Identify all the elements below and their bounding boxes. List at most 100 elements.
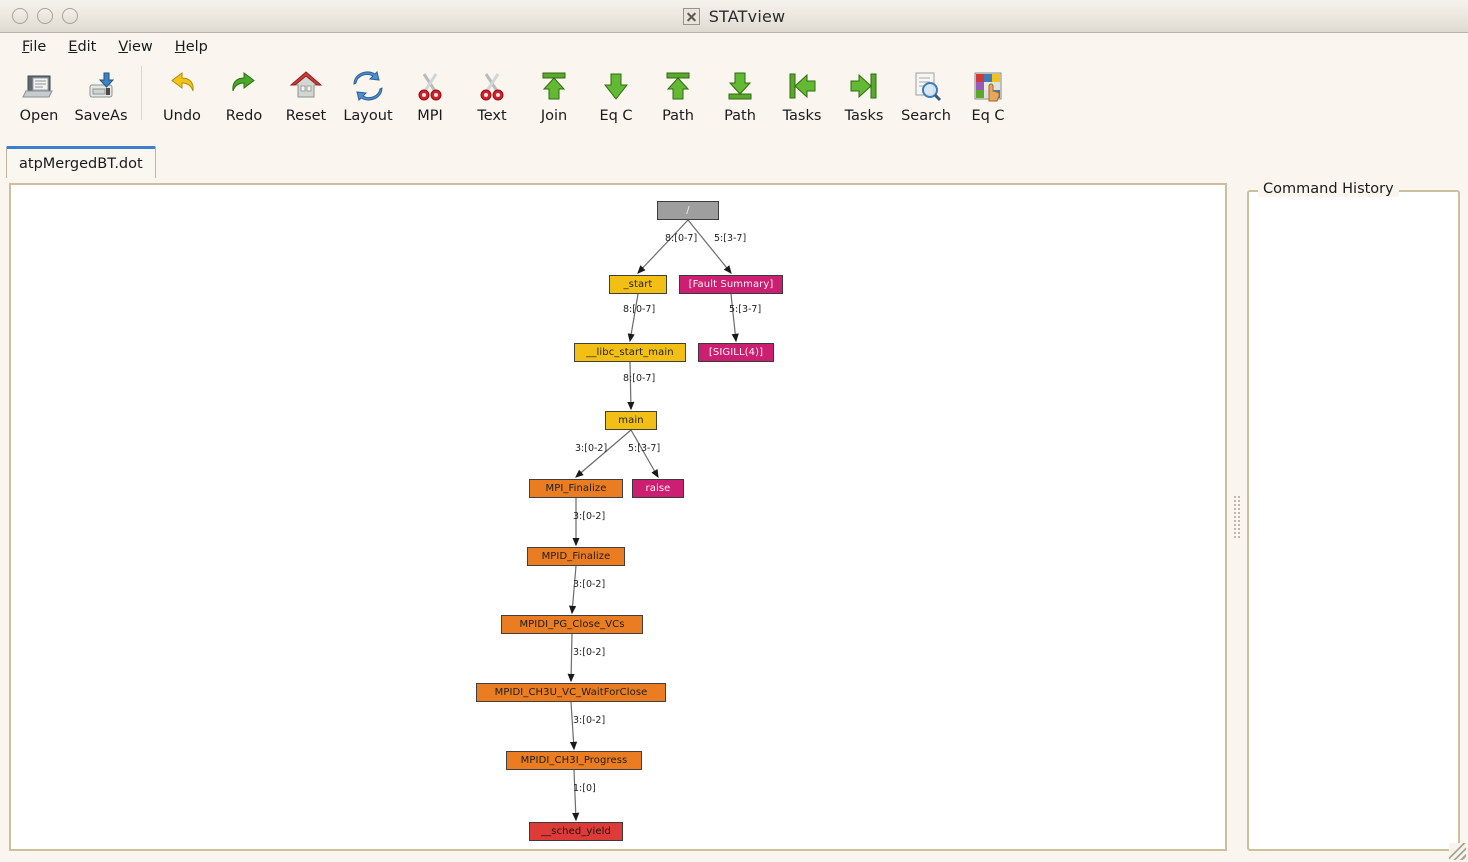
graph-edge-label-libc-to-main: 8:[0-7] xyxy=(623,373,656,384)
toolbar-button-tasks-12[interactable]: Tasks xyxy=(771,60,833,134)
x-window-logo-icon xyxy=(682,8,700,25)
toolbar-button-label: Path xyxy=(662,108,694,124)
menu-view-mnemonic: V xyxy=(118,38,128,55)
scissors-icon xyxy=(475,66,509,106)
toolbar-button-saveas-1[interactable]: SaveAs xyxy=(70,60,132,134)
menu-edit-rest: dit xyxy=(77,38,97,55)
toolbar-button-label: SaveAs xyxy=(74,108,128,124)
toolbar-button-search-14[interactable]: Search xyxy=(895,60,957,134)
command-history-panel[interactable] xyxy=(1247,190,1460,851)
panel-splitter[interactable] xyxy=(1229,183,1245,851)
toolbar-button-label: Open xyxy=(19,108,59,124)
graph-edge-label-root-to-fault: 5:[3-7] xyxy=(714,233,747,244)
graph-node-progress[interactable]: MPIDI_CH3I_Progress xyxy=(506,751,642,770)
graph-node-mpidfin[interactable]: MPID_Finalize xyxy=(527,547,625,566)
toolbar-button-eq-c-15[interactable]: Eq C xyxy=(957,60,1019,134)
graph-node-waitclose[interactable]: MPIDI_CH3U_VC_WaitForClose xyxy=(476,683,666,702)
refresh-cycle-icon xyxy=(351,66,385,106)
graph-edge-root-to-fault xyxy=(687,219,732,274)
graph-node-start[interactable]: _start xyxy=(609,275,667,294)
graph-edge-label-mpifin-to-mpidfin: 3:[0-2] xyxy=(573,511,606,522)
toolbar-button-join-8[interactable]: Join xyxy=(523,60,585,134)
toolbar-button-layout-5[interactable]: Layout xyxy=(337,60,399,134)
open-folder-icon xyxy=(22,66,56,106)
graph-node-mpifin[interactable]: MPI_Finalize xyxy=(529,479,623,498)
menu-edit[interactable]: Edit xyxy=(57,37,107,57)
menu-edit-mnemonic: E xyxy=(68,38,78,55)
graph-node-main[interactable]: main xyxy=(605,411,657,430)
arrow-up-to-bar-icon xyxy=(661,66,695,106)
toolbar-button-open-0[interactable]: Open xyxy=(8,60,70,134)
toolbar-button-redo-3[interactable]: Redo xyxy=(213,60,275,134)
window-titlebar: STATview xyxy=(0,0,1468,33)
toolbar-button-mpi-6[interactable]: MPI xyxy=(399,60,461,134)
graph-edge-label-main-to-mpifin: 3:[0-2] xyxy=(575,443,608,454)
graph-edge-label-mpidfin-to-pgclose: 3:[0-2] xyxy=(573,579,606,590)
toolbar-button-label: Redo xyxy=(225,108,263,124)
graph-node-label: MPID_Finalize xyxy=(541,550,611,562)
graph-node-sched[interactable]: __sched_yield xyxy=(529,822,623,841)
arrow-right-to-bar-icon xyxy=(847,66,881,106)
toolbar-button-path-10[interactable]: Path xyxy=(647,60,709,134)
minimize-button[interactable] xyxy=(12,8,28,24)
toolbar-button-path-11[interactable]: Path xyxy=(709,60,771,134)
toolbar-button-reset-4[interactable]: Reset xyxy=(275,60,337,134)
graph-edge-label-progress-to-sched: 1:[0] xyxy=(573,783,596,794)
toolbar-button-label: Path xyxy=(724,108,756,124)
graph-node-pgclose[interactable]: MPIDI_PG_Close_VCs xyxy=(501,615,643,634)
graph-node-label: MPI_Finalize xyxy=(545,482,607,494)
graph-edge-label-fault-to-sigill: 5:[3-7] xyxy=(729,304,762,315)
graph-edge-label-pgclose-to-waitclose: 3:[0-2] xyxy=(573,647,606,658)
undo-arrow-icon xyxy=(165,66,199,106)
toolbar-button-label: MPI xyxy=(417,108,443,124)
graph-edge-label-root-to-start: 8:[0-7] xyxy=(665,233,698,244)
toolbar-button-label: Eq C xyxy=(971,108,1005,124)
window-title-group: STATview xyxy=(0,0,1468,33)
toolbar-button-label: Join xyxy=(540,108,568,124)
command-history-label: Command History xyxy=(1258,181,1399,197)
toolbar-button-undo-2[interactable]: Undo xyxy=(151,60,213,134)
toolbar-button-label: Tasks xyxy=(844,108,884,124)
graph-node-label: / xyxy=(686,204,690,216)
menu-file-rest: ile xyxy=(29,38,47,55)
toolbar-separator xyxy=(141,66,142,120)
toolbar-button-label: Search xyxy=(901,108,951,124)
toolbar-button-label: Tasks xyxy=(782,108,822,124)
stack-tree-graph: / _start [Fault Summary] __libc_start_main [… xyxy=(11,185,1225,849)
menu-help[interactable]: Help xyxy=(164,37,219,57)
toolbar-button-label: Reset xyxy=(285,108,327,124)
toolbar-button-tasks-13[interactable]: Tasks xyxy=(833,60,895,134)
arrow-down-to-bar-icon xyxy=(723,66,757,106)
graph-edge-label-main-to-raise: 5:[3-7] xyxy=(628,443,661,454)
menu-file[interactable]: File xyxy=(11,37,57,57)
toolbar: Open SaveAs Undo Redo Reset Layout MPI Text Join… xyxy=(0,60,1468,140)
graph-edge-label-start-to-libc: 8:[0-7] xyxy=(623,304,656,315)
graph-edge-libc-to-main xyxy=(627,361,635,411)
graph-node-fault[interactable]: [Fault Summary] xyxy=(679,275,783,294)
maximize-button[interactable] xyxy=(37,8,53,24)
graph-canvas[interactable]: / _start [Fault Summary] __libc_start_main [… xyxy=(9,183,1227,851)
graph-edge-root-to-start xyxy=(637,219,689,274)
graph-node-libc[interactable]: __libc_start_main xyxy=(574,343,686,362)
home-house-icon xyxy=(289,66,323,106)
scissors-icon xyxy=(413,66,447,106)
tab-atpmergedbt-dot[interactable]: atpMergedBT.dot xyxy=(6,146,156,178)
arrow-up-to-bar-icon xyxy=(537,66,571,106)
graph-node-label: MPIDI_CH3I_Progress xyxy=(520,754,628,766)
close-button[interactable] xyxy=(62,8,78,24)
graph-node-root[interactable]: / xyxy=(657,201,719,220)
graph-node-label: MPIDI_CH3U_VC_WaitForClose xyxy=(494,686,648,698)
graph-node-label: _start xyxy=(623,278,653,290)
menu-view[interactable]: View xyxy=(107,37,163,57)
graph-node-sigill[interactable]: [SIGILL(4)] xyxy=(698,343,774,362)
graph-node-raise[interactable]: raise xyxy=(632,479,684,498)
menu-help-mnemonic: H xyxy=(174,38,186,55)
window-resize-grip[interactable] xyxy=(1449,843,1466,860)
splitter-grip-icon[interactable] xyxy=(1233,495,1241,539)
toolbar-button-text-7[interactable]: Text xyxy=(461,60,523,134)
toolbar-button-eq-c-9[interactable]: Eq C xyxy=(585,60,647,134)
graph-edge-progress-to-sched xyxy=(572,769,580,822)
graph-edge-label-waitclose-to-progress: 3:[0-2] xyxy=(573,715,606,726)
arrow-left-to-bar-icon xyxy=(785,66,819,106)
